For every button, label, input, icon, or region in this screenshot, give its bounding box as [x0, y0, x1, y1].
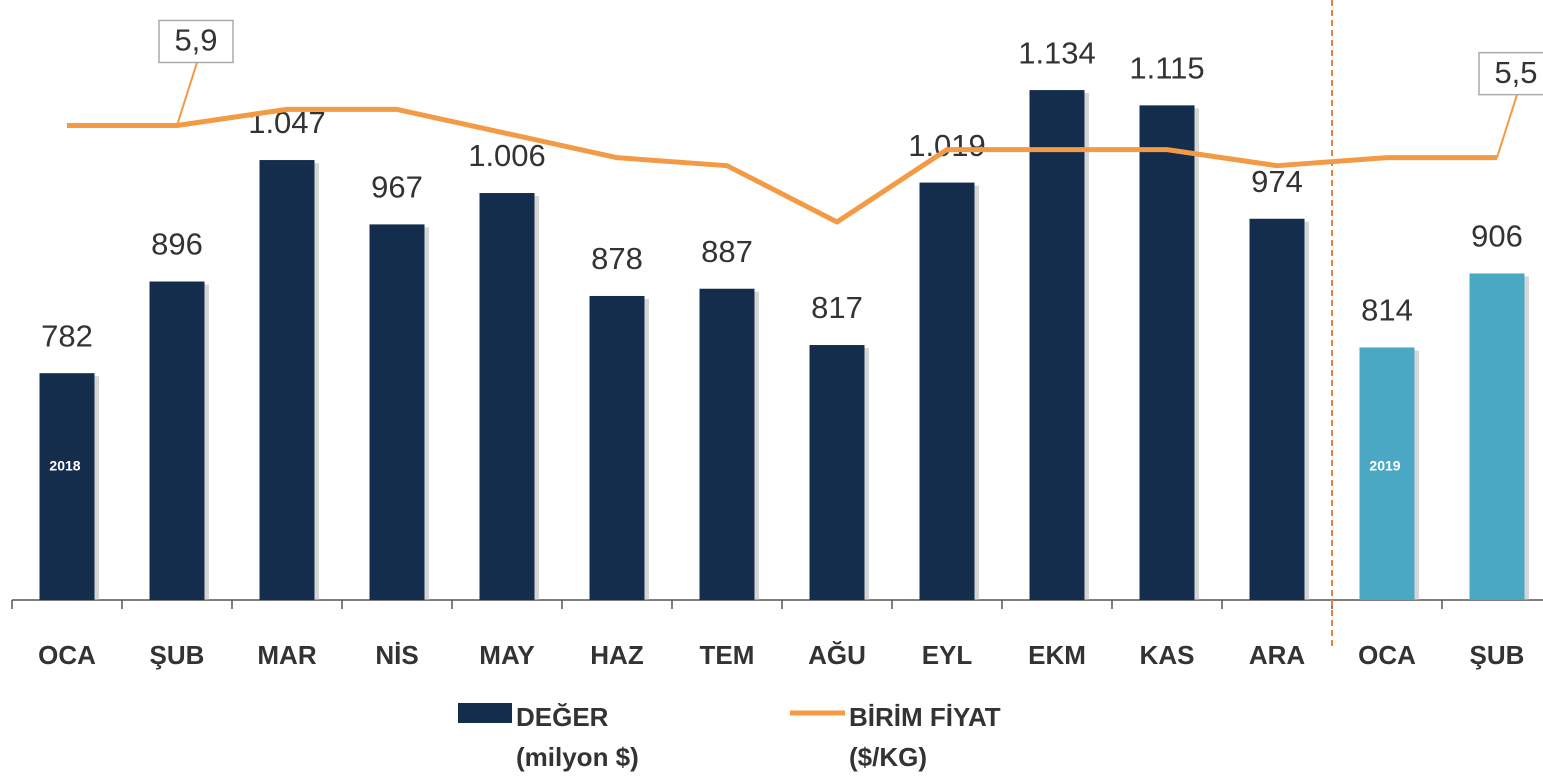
- x-tick-label: OCA: [38, 640, 96, 670]
- label-box: [1478, 51, 1543, 96]
- label-leader: [176, 62, 198, 126]
- x-tick-label: AĞU: [808, 640, 866, 670]
- value-label: 887: [701, 234, 753, 269]
- x-tick-label: NİS: [375, 640, 418, 670]
- bar: [1249, 218, 1305, 601]
- value-label: 814: [1361, 293, 1413, 328]
- x-tick-label: EYL: [922, 640, 973, 670]
- value-label: 5,9: [174, 23, 217, 58]
- bar: [699, 288, 755, 600]
- bar: [919, 182, 975, 600]
- value-label: 1.006: [468, 138, 546, 173]
- x-tick-label: TEM: [700, 640, 755, 670]
- value-label: 5,5: [1494, 55, 1537, 90]
- label-leader: [1496, 94, 1518, 158]
- x-tick-label: HAZ: [590, 640, 644, 670]
- bar: [589, 295, 645, 600]
- bar: [259, 160, 315, 600]
- legend-label: DEĞER (milyon $): [516, 702, 639, 772]
- value-label: 782: [41, 318, 93, 353]
- label-box: [158, 19, 234, 64]
- bar: [149, 281, 205, 600]
- value-label: 896: [151, 227, 203, 262]
- value-label: 817: [811, 290, 863, 325]
- x-tick-label: OCA: [1358, 640, 1416, 670]
- bar: [479, 193, 535, 600]
- legend-swatch: [458, 703, 512, 723]
- line: [67, 106, 1497, 225]
- x-tick-label: MAY: [479, 640, 534, 670]
- bar: [809, 345, 865, 600]
- x-tick-label: ŞUB: [150, 640, 205, 670]
- bar: [1469, 273, 1525, 600]
- year-label: 2019: [1369, 458, 1400, 474]
- x-tick-label: EKM: [1028, 640, 1086, 670]
- value-label: 1.134: [1018, 35, 1096, 70]
- bar: [1359, 347, 1415, 600]
- year-label: 2018: [49, 458, 80, 474]
- bar: [39, 373, 95, 600]
- bar: [1139, 105, 1195, 600]
- x-tick-label: ŞUB: [1470, 640, 1525, 670]
- x-tick-label: ARA: [1249, 640, 1306, 670]
- legend-label: BİRİM FİYAT ($/KG): [849, 702, 1001, 772]
- value-label: 1.115: [1129, 51, 1204, 86]
- value-label: 967: [371, 170, 423, 205]
- x-tick-label: MAR: [257, 640, 316, 670]
- value-label: 1.019: [908, 128, 986, 163]
- value-label: 878: [591, 241, 643, 276]
- value-label: 906: [1471, 219, 1523, 254]
- value-label: 974: [1251, 164, 1303, 199]
- x-tick-label: KAS: [1140, 640, 1195, 670]
- bar: [1029, 90, 1085, 600]
- bar: [369, 224, 425, 601]
